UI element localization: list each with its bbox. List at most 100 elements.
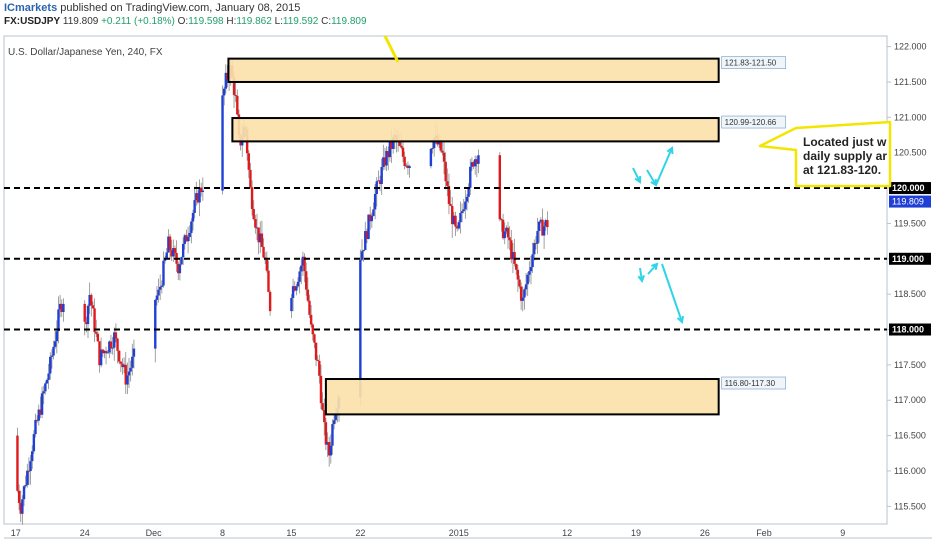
candle-down [319, 375, 323, 404]
arrow-shaft [646, 169, 657, 186]
last-price-badge [889, 195, 931, 208]
candle-up [470, 162, 474, 167]
candle-up [42, 391, 45, 394]
candle-up [165, 252, 168, 259]
y-tick-label: 117.000 [894, 395, 926, 405]
candle-down [249, 169, 252, 188]
arrow-head [666, 146, 674, 155]
candle-up [129, 367, 132, 372]
candle-up [127, 371, 131, 376]
candle-up [222, 88, 226, 96]
candle-down [501, 219, 505, 239]
candle-down [403, 156, 406, 166]
candle-up [183, 235, 187, 244]
candle-up [528, 271, 531, 275]
candle-down [236, 95, 239, 115]
publisher-link[interactable]: ICmarkets [4, 2, 58, 14]
candle-up [40, 393, 44, 415]
plot-area [3, 35, 888, 525]
candle-up [290, 297, 293, 312]
candle-down [400, 145, 403, 148]
candle-down [318, 360, 321, 376]
candle-up [359, 259, 362, 398]
candle-down [232, 77, 236, 95]
zone-label: 120.99-120.66 [721, 115, 787, 129]
candle-up [201, 190, 205, 193]
candle-up [24, 485, 27, 487]
candle-up [380, 166, 383, 184]
candle-down [60, 303, 63, 312]
candle-down [387, 150, 390, 158]
candle-down [254, 219, 257, 228]
candle-up [53, 341, 57, 347]
candle-down [398, 141, 401, 146]
candle-up [113, 332, 116, 348]
candle-up [158, 286, 162, 290]
candle-down [518, 279, 521, 287]
candle-up [521, 297, 524, 301]
supply-demand-zone [231, 117, 720, 143]
candle-down [267, 270, 270, 292]
candle-up [367, 214, 370, 240]
candle-down [441, 150, 444, 153]
candle-down [16, 435, 19, 491]
candle-down [309, 314, 313, 325]
annotation-line: at 121.83-120. [803, 163, 882, 177]
candle-down [305, 271, 308, 290]
projection-arrow [632, 167, 642, 184]
candle-up [331, 424, 334, 446]
candle-down [308, 300, 311, 315]
candle-down [124, 364, 127, 385]
candle-up [21, 499, 24, 514]
candle-up [52, 346, 55, 356]
level-badge [889, 252, 931, 265]
candle-up [329, 445, 333, 456]
candle-down [121, 363, 124, 368]
candle-up [405, 165, 408, 167]
candle-down [306, 289, 310, 301]
candle-down [173, 248, 177, 253]
x-tick-label: 2015 [449, 528, 469, 538]
candle-up [57, 309, 60, 332]
symbol-name: FX:USDJPY [4, 16, 61, 27]
y-tick-label: 117.500 [894, 360, 926, 370]
candle-down [93, 308, 96, 333]
zone-label-box [721, 56, 787, 69]
chart-title: U.S. Dollar/Japanese Yen, 240, FX [8, 47, 163, 58]
candle-up [162, 260, 165, 286]
candle-down [442, 152, 446, 162]
candle-down [475, 159, 479, 164]
y-tick-label: 116.000 [894, 466, 926, 476]
candle-up [372, 209, 375, 217]
candle-down [510, 240, 513, 260]
candle-down [119, 361, 123, 364]
candle-up [99, 349, 103, 366]
candle-up [503, 231, 506, 239]
candle-up [103, 350, 106, 354]
y-tick-label: 116.500 [894, 431, 926, 441]
candle-up [298, 271, 301, 282]
y-tick-label: 119.500 [894, 218, 926, 228]
candle-down [472, 162, 475, 167]
candle-up [154, 299, 157, 349]
candle-up [391, 137, 395, 149]
candle-down [455, 226, 459, 229]
pointer-line [383, 35, 400, 63]
candle-down [96, 333, 100, 342]
candle-down [83, 303, 86, 322]
candle-down [444, 161, 447, 182]
candle-up [334, 413, 337, 421]
zone-label: 116.80-117.30 [721, 376, 787, 390]
high-value: 119.862 [236, 16, 272, 27]
candle-up [259, 233, 262, 243]
candle-down [91, 305, 95, 309]
candle-down [439, 140, 442, 151]
candle-down [500, 219, 503, 221]
candle-up [457, 222, 460, 229]
candle-up [533, 243, 536, 255]
candle-down [19, 502, 22, 514]
annotation-line: Located just w [803, 135, 887, 149]
projection-arrow [655, 146, 674, 186]
candle-up [542, 226, 546, 236]
